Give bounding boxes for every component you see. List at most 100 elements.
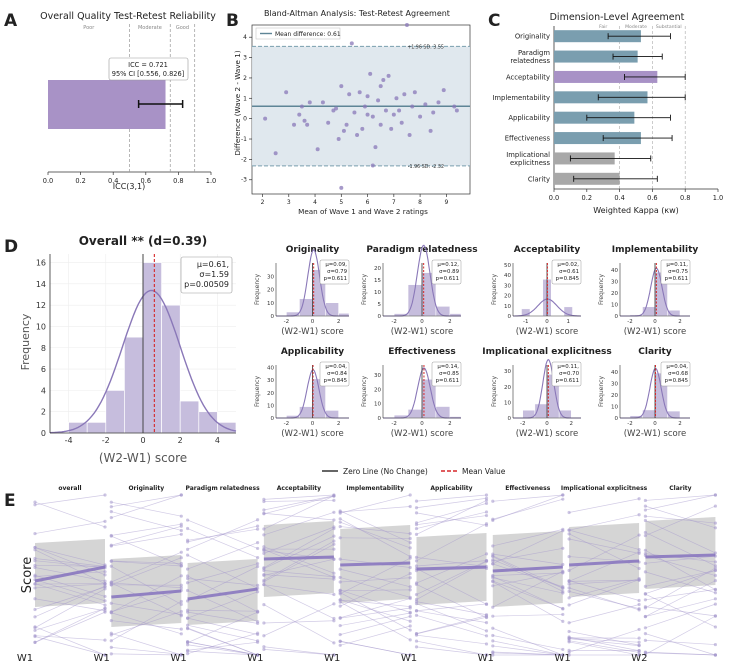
panel-b-point xyxy=(404,23,409,27)
panel-e-w1-point xyxy=(491,517,495,521)
panel-e-w2-point xyxy=(561,493,565,497)
panel-e-w2-point xyxy=(484,501,489,505)
panel-e-w1-point xyxy=(186,576,190,581)
panel-e-w2-point xyxy=(332,571,336,575)
panel-e-w1-point xyxy=(567,636,571,641)
panel-d-main-y-tick-label: 2 xyxy=(41,408,46,417)
panel-e-subject-line xyxy=(187,542,258,570)
panel-e-w1-point xyxy=(262,573,266,577)
panel-c-category-label: Clarity xyxy=(528,175,550,183)
panel-d-small-y-tick-label: 0 xyxy=(271,416,275,422)
panel-e-subject-line xyxy=(340,521,411,549)
panel-e-w1-point xyxy=(109,645,113,649)
panel-e-w2-point xyxy=(484,621,489,625)
panel-e-w2-point xyxy=(561,497,565,501)
panel-e-w2-point xyxy=(256,518,260,522)
panel-e-w1-point xyxy=(262,603,266,607)
panel-e-subject-line xyxy=(263,570,334,578)
panel-e-w2-point xyxy=(179,564,183,568)
panel-e-w1-point xyxy=(262,547,266,552)
panel-d-main-y-tick-label: 6 xyxy=(41,365,46,374)
panel-e-subject-line xyxy=(111,494,182,508)
panel-a-x-tick-label: 0.6 xyxy=(141,177,152,185)
panel-d-main-x-tick-label: 2 xyxy=(178,436,183,445)
panel-e-w2-point xyxy=(332,575,336,579)
panel-e-subject-line xyxy=(111,557,182,586)
panel-e-w1-point xyxy=(567,586,571,590)
panel-e-subject-line xyxy=(187,528,258,541)
panel-e-subject-line xyxy=(416,603,487,612)
panel-b-x-tick-label: 8 xyxy=(418,199,422,206)
panel-d-small-stat: μ=0.04, xyxy=(325,364,347,370)
panel-b-point xyxy=(370,163,375,168)
panel-e-w1-point xyxy=(109,610,113,614)
panel-e-w1-point xyxy=(262,508,266,512)
panel-d-small-x-tick-label: -2 xyxy=(284,319,289,325)
panel-b-point xyxy=(454,108,459,113)
panel-e-w1-point xyxy=(643,651,648,655)
panel-e-subject-line xyxy=(645,494,716,501)
panel-b-point xyxy=(355,132,360,137)
panel-e-w1-point xyxy=(414,523,419,527)
panel-b-point xyxy=(307,100,312,105)
panel-e-w2-point xyxy=(637,644,641,648)
panel-e-w2-point xyxy=(103,493,107,497)
panel-e-w2-point xyxy=(637,607,641,611)
panel-d-main-x-tick-label: -4 xyxy=(65,436,73,445)
panel-d-legend: Zero Line (No Change) Mean Value xyxy=(322,467,506,476)
panel-e-w1-point xyxy=(33,634,37,638)
panel-e-subject-line xyxy=(340,607,411,619)
panel-c-dimension-agreement: Dimension-Level Agreement Weighted Kappa… xyxy=(492,12,723,215)
panel-d-small-xlabel: (W2-W1) score xyxy=(624,429,687,439)
panel-e-subject-line xyxy=(340,599,411,622)
panel-e-subject-line xyxy=(187,628,258,656)
panel-e-w2-point xyxy=(103,587,107,591)
panel-e-subject-line xyxy=(645,598,716,617)
panel-e-w2-point xyxy=(637,649,641,653)
panel-b-y-tick-label: 4 xyxy=(243,34,247,41)
panel-e-w2-point xyxy=(713,579,718,583)
panel-d-small-stats-box xyxy=(319,259,350,285)
panel-e-w2-point xyxy=(713,521,718,525)
panel-b-x-tick-label: 4 xyxy=(313,199,317,206)
panel-e-w1-point xyxy=(567,537,571,541)
panel-e-w2-point xyxy=(256,640,260,644)
panel-e-subject-line xyxy=(111,601,182,641)
panel-b-x-tick-label: 3 xyxy=(287,199,291,206)
panel-e-subject-line xyxy=(492,581,563,622)
panel-e-w1-point xyxy=(186,574,190,578)
panel-e-subject-line xyxy=(416,557,487,567)
panel-e-w2-point xyxy=(637,640,641,644)
panel-d-small-implicational-explicitness: Implicational explicitness μ=0.11,σ=0.70p… xyxy=(482,347,612,439)
panel-b-point xyxy=(423,102,428,107)
panel-e-w2-point xyxy=(103,638,107,642)
panel-e-subject-line xyxy=(645,633,716,656)
panel-e-w2-point xyxy=(332,518,336,522)
panel-b-y-tick-label: 1 xyxy=(243,95,247,102)
panel-e-w1-point xyxy=(186,553,190,557)
panel-c-category-label: relatedness xyxy=(510,57,550,65)
panel-d-main-y-tick-label: 8 xyxy=(41,344,46,353)
panel-d-small-xlabel: (W2-W1) score xyxy=(281,327,344,337)
panel-e-w2-point xyxy=(256,524,260,528)
panel-e-w1-point xyxy=(109,633,113,637)
panel-e-w2-point xyxy=(256,610,260,614)
panel-e-subject-line xyxy=(263,649,334,656)
panel-d-small-x-tick-label: -1 xyxy=(523,319,528,325)
panel-e-w2-point xyxy=(103,579,107,583)
panel-e-w1-point xyxy=(338,517,342,521)
panel-e-w2-point xyxy=(637,513,641,517)
panel-e-w1-point xyxy=(491,573,495,578)
panel-b-point xyxy=(402,92,407,97)
panel-d-small-y-tick-label: 0 xyxy=(508,314,512,320)
panel-e-subject-line xyxy=(569,641,640,656)
panel-e-w2-point xyxy=(408,595,412,599)
panel-e-subject-line xyxy=(645,569,716,587)
panel-e-subject-line xyxy=(416,523,487,562)
panel-e-w2-point xyxy=(332,653,336,657)
panel-d-small-x-tick-label: 0 xyxy=(420,421,424,427)
panel-e-w2-point xyxy=(179,599,183,604)
panel-e-w2-point xyxy=(713,602,718,606)
panel-e-subject-line xyxy=(340,537,411,539)
panel-e-w1-point xyxy=(33,556,37,561)
